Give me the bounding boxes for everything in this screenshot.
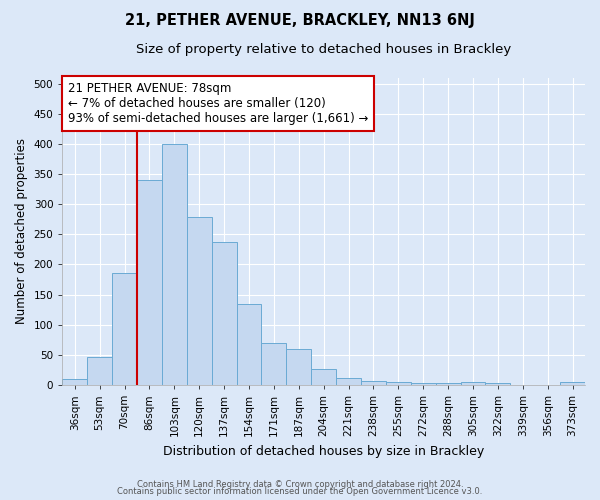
Y-axis label: Number of detached properties: Number of detached properties — [15, 138, 28, 324]
Bar — [62, 379, 87, 385]
X-axis label: Distribution of detached houses by size in Brackley: Distribution of detached houses by size … — [163, 444, 484, 458]
Text: Contains public sector information licensed under the Open Government Licence v3: Contains public sector information licen… — [118, 487, 482, 496]
Bar — [162, 144, 187, 385]
Bar — [461, 382, 485, 385]
Bar — [137, 180, 162, 385]
Bar — [361, 381, 386, 385]
Text: Contains HM Land Registry data © Crown copyright and database right 2024.: Contains HM Land Registry data © Crown c… — [137, 480, 463, 489]
Bar — [411, 383, 436, 385]
Bar — [262, 343, 286, 385]
Title: Size of property relative to detached houses in Brackley: Size of property relative to detached ho… — [136, 42, 511, 56]
Bar — [485, 383, 511, 385]
Text: 21, PETHER AVENUE, BRACKLEY, NN13 6NJ: 21, PETHER AVENUE, BRACKLEY, NN13 6NJ — [125, 12, 475, 28]
Bar — [236, 304, 262, 385]
Bar — [87, 358, 112, 385]
Bar — [336, 378, 361, 385]
Bar — [560, 382, 585, 385]
Bar — [112, 274, 137, 385]
Bar — [311, 370, 336, 385]
Bar — [436, 383, 461, 385]
Bar — [212, 242, 236, 385]
Bar — [386, 382, 411, 385]
Text: 21 PETHER AVENUE: 78sqm
← 7% of detached houses are smaller (120)
93% of semi-de: 21 PETHER AVENUE: 78sqm ← 7% of detached… — [68, 82, 368, 125]
Bar — [187, 218, 212, 385]
Bar — [286, 349, 311, 385]
